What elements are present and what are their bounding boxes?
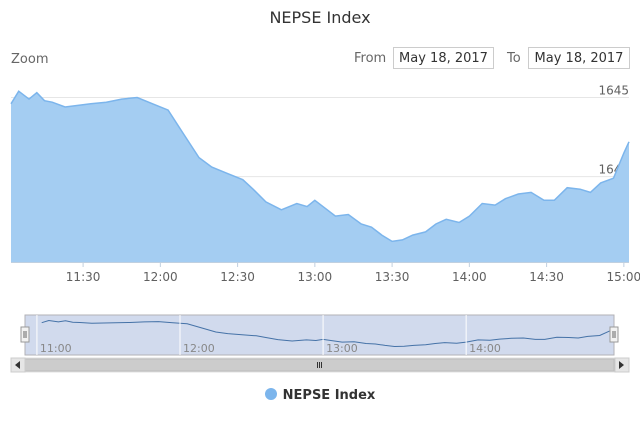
legend-item-nepse-index[interactable]: NEPSE Index (0, 388, 640, 403)
navigator-tick-label: 13:00 (326, 342, 358, 355)
arrow-right-icon (619, 361, 624, 369)
navigator-selected-range (24, 314, 615, 356)
to-label: To (507, 51, 521, 66)
from-date-input[interactable]: May 18, 2017 (393, 47, 494, 69)
y-tick-label: 1645 (598, 83, 629, 97)
arrow-left-icon (15, 361, 20, 369)
chart-title: NEPSE Index (269, 8, 371, 27)
x-tick-label: 13:30 (375, 270, 410, 284)
navigator-tick-label: 12:00 (183, 342, 215, 355)
handle-body (20, 326, 30, 343)
x-tick-label: 11:30 (66, 270, 101, 284)
to-date-input[interactable]: May 18, 2017 (528, 47, 630, 69)
x-tick-label: 12:00 (143, 270, 178, 284)
navigator-background (11, 315, 629, 355)
from-label: From (354, 51, 387, 66)
series-line (10, 90, 630, 243)
navigator-tick-label: 11:00 (40, 342, 72, 355)
x-tick-label: 14:00 (452, 270, 487, 284)
series-area (11, 91, 629, 262)
x-tick-label: 12:30 (220, 270, 255, 284)
zoom-label: Zoom (11, 52, 49, 67)
legend-label: NEPSE Index (282, 388, 376, 403)
navigator-tick-label: 14:00 (469, 342, 501, 355)
navigator-right-handle[interactable] (609, 326, 619, 343)
navigator-series-line (41, 319, 615, 348)
legend-marker (264, 388, 277, 400)
x-tick-label: 14:30 (529, 270, 564, 284)
navigator-left-handle[interactable] (20, 326, 30, 343)
x-tick-label: 15:00 (607, 270, 640, 284)
handle-body (609, 326, 619, 343)
x-tick-label: 13:00 (298, 270, 333, 284)
